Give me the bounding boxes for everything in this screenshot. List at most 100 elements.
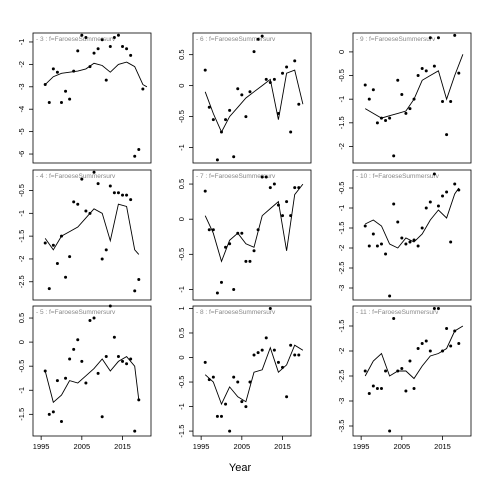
data-point xyxy=(133,289,137,293)
data-point xyxy=(441,100,445,104)
panel-2: - 6 : f=FaroeseSummersurv 0.5 0 -0.5 -1 xyxy=(177,32,312,164)
series-line xyxy=(204,183,304,263)
y-tick-label: -1.5 xyxy=(17,408,26,421)
data-point xyxy=(297,102,301,106)
data-point xyxy=(219,130,223,134)
data-point xyxy=(260,175,264,179)
panel-6: - 10 : f=FaroeseSummersurv -0.5 -1 -1.5 -2 -2… xyxy=(337,169,472,301)
data-point xyxy=(264,336,268,340)
y-tick-label: 0 xyxy=(177,355,186,359)
data-point xyxy=(215,158,219,162)
data-point xyxy=(104,78,108,82)
data-point xyxy=(272,77,276,81)
data-point xyxy=(224,245,228,249)
data-point xyxy=(453,33,457,37)
data-point xyxy=(112,191,116,195)
data-point xyxy=(121,359,125,363)
data-point xyxy=(80,177,84,181)
series-line xyxy=(365,187,460,249)
data-point xyxy=(51,67,55,71)
data-point xyxy=(428,349,432,353)
x-tick-label: 1995 xyxy=(353,442,370,451)
y-tick-label: -5 xyxy=(17,128,26,135)
data-point xyxy=(88,318,92,322)
data-point xyxy=(224,118,228,122)
data-point xyxy=(80,359,84,363)
data-point xyxy=(268,186,272,190)
data-point xyxy=(104,248,108,252)
data-point xyxy=(375,387,379,390)
data-point xyxy=(375,121,379,125)
data-point xyxy=(232,155,236,159)
data-point xyxy=(252,353,256,357)
data-point xyxy=(285,200,289,204)
data-point xyxy=(449,240,453,244)
data-point xyxy=(412,238,416,242)
data-point xyxy=(379,242,383,246)
data-point xyxy=(285,395,289,399)
data-point xyxy=(297,186,301,190)
panel-9: - 11 : f=FaroeseSummersurv -1.5 -2 -2.5 -3 -3… xyxy=(337,305,472,451)
data-point xyxy=(252,50,256,54)
panel-3: - 9 : f=FaroeseSummersurv 0 -0.5 -1 -1.5 -2 xyxy=(337,32,472,164)
y-tick-label: -2 xyxy=(17,256,26,263)
data-point xyxy=(92,316,96,320)
data-point xyxy=(96,371,100,375)
data-point xyxy=(88,211,92,215)
y-tick-label: -0.5 xyxy=(177,110,186,123)
data-point xyxy=(240,93,244,97)
data-point xyxy=(289,214,293,218)
data-point xyxy=(248,259,252,263)
y-tick-label: -0.5 xyxy=(177,248,186,261)
y-tick-label: -1.5 xyxy=(17,230,26,243)
data-point xyxy=(289,130,293,134)
data-point xyxy=(51,243,55,247)
data-point xyxy=(215,414,219,418)
data-point xyxy=(256,37,260,41)
series-line xyxy=(364,325,464,380)
y-tick-label: -4 xyxy=(17,106,26,113)
data-point xyxy=(281,71,285,75)
data-point xyxy=(272,348,276,352)
data-point xyxy=(76,202,80,206)
data-point xyxy=(59,234,63,238)
data-point xyxy=(215,291,219,295)
data-point xyxy=(207,378,211,382)
data-point xyxy=(84,381,88,385)
data-point xyxy=(92,51,96,55)
data-point xyxy=(424,206,428,210)
y-tick-label: -2 xyxy=(337,348,346,355)
y-tick-label: -3 xyxy=(337,285,346,292)
data-point xyxy=(240,400,244,404)
data-point xyxy=(112,335,116,339)
data-point xyxy=(256,228,260,232)
data-point xyxy=(108,44,112,48)
data-point xyxy=(137,148,141,152)
data-point xyxy=(276,203,280,207)
data-point xyxy=(293,59,297,63)
data-point xyxy=(55,379,59,383)
panel-title: - 4 : f=FaroeseSummersurv xyxy=(36,173,116,180)
data-point xyxy=(396,220,400,224)
data-point xyxy=(219,414,223,418)
data-point xyxy=(84,209,88,213)
data-point xyxy=(64,275,68,279)
data-point xyxy=(428,200,432,204)
y-tick-label: -0.5 xyxy=(177,376,186,389)
y-tick-label: -1 xyxy=(337,205,346,212)
data-point xyxy=(264,175,268,179)
data-point xyxy=(129,53,133,57)
data-point xyxy=(416,244,420,248)
y-tick-label: -2 xyxy=(337,143,346,150)
y-tick-label: -1 xyxy=(177,144,186,151)
data-point xyxy=(203,189,207,193)
data-point xyxy=(125,47,129,51)
data-point xyxy=(207,228,211,232)
data-point xyxy=(129,357,133,361)
data-point xyxy=(408,359,412,363)
data-point xyxy=(96,47,100,51)
data-point xyxy=(116,355,120,359)
x-tick-label: 2015 xyxy=(114,442,131,451)
data-point xyxy=(420,342,424,345)
data-point xyxy=(228,108,232,112)
